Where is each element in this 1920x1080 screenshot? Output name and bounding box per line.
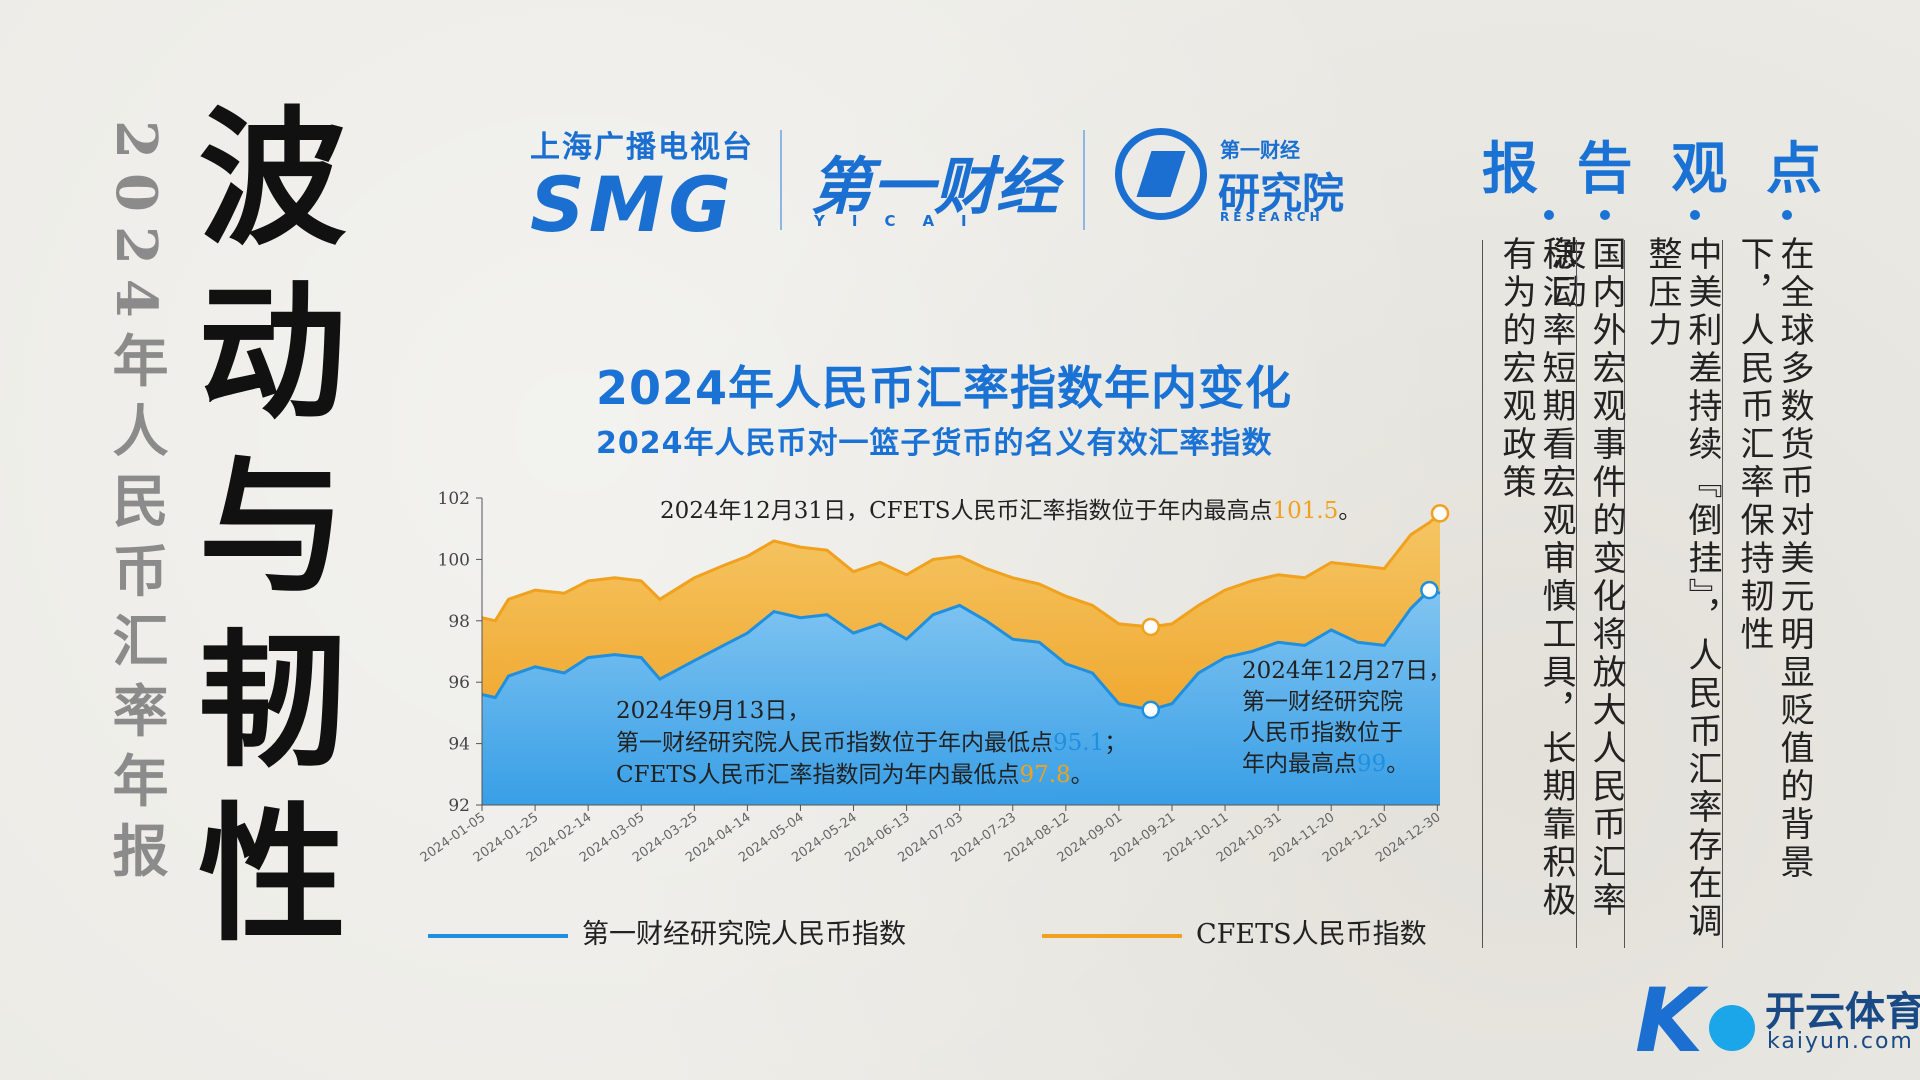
research-logo-top: 第一财经 <box>1220 138 1300 162</box>
research-logo-sub: RESEARCH <box>1220 210 1324 224</box>
annotation-line: 2024年12月27日， <box>1242 658 1451 684</box>
viewpoint-header-char: 点 <box>1765 137 1822 202</box>
logo-divider <box>1083 130 1085 230</box>
bullet-icon <box>1690 210 1700 220</box>
logo-bar: 上海广播电视台 SMG 第一财经 YICAI 第一财经 研究院 RESEARCH <box>530 122 1360 249</box>
viewpoint-item: 国内外宏观事件的变化将放大人民币汇率波动 <box>1546 236 1626 920</box>
y-tick-label: 100 <box>438 550 470 570</box>
legend-label: 第一财经研究院人民币指数 <box>582 919 906 950</box>
report-subtitle: 2024年人民币汇率年报 <box>103 120 169 892</box>
smg-logo: SMG <box>530 160 735 249</box>
area-cfets-index <box>482 513 1440 710</box>
column-divider <box>1576 240 1577 948</box>
viewpoint-header-char: 观 <box>1671 137 1728 202</box>
research-logo: 研究院 <box>1218 169 1345 218</box>
annotation-line: 年内最高点 <box>1242 751 1357 777</box>
highlight-point <box>1430 504 1450 523</box>
y-tick-label: 96 <box>448 673 470 693</box>
viewpoint-item: 稳汇率短期看宏观审慎工具，长期靠积极有为的宏观政策 <box>1496 236 1576 920</box>
chart-title: 2024年人民币汇率指数年内变化 <box>596 361 1293 415</box>
column-divider <box>1482 240 1483 948</box>
football-icon <box>1709 1005 1755 1051</box>
line-yicai-index <box>481 588 1441 712</box>
legend-item-cfets: CFETS人民币指数 <box>1042 912 1427 951</box>
viewpoint-header-char: 报 <box>1482 137 1538 202</box>
yicai-logo-sub: YICAI <box>814 212 994 230</box>
line-cfets-index <box>481 512 1441 629</box>
exchange-rate-chart: 929496981001022024-01-052024-01-252024-0… <box>418 489 1458 866</box>
annotation-year-low: 2024年9月13日， 第一财经研究院人民币指数位于年内最低点95.1； CFE… <box>616 698 1135 788</box>
y-tick-label: 94 <box>448 735 470 755</box>
annotation-line: 人民币指数位于 <box>1242 720 1403 746</box>
viewpoint-item: 中美利差持续『倒挂』，人民币汇率存在调整压力 <box>1642 236 1722 941</box>
viewpoint-header-char: 告 <box>1576 137 1633 202</box>
y-tick-label: 92 <box>448 796 470 816</box>
annotation-suffix: 。 <box>1071 762 1094 788</box>
y-tick-label: 102 <box>438 489 470 509</box>
annotation-line: 第一财经研究院 <box>1242 689 1403 715</box>
research-logo-icon <box>1115 128 1207 220</box>
y-tick-label: 98 <box>448 612 470 632</box>
annotation-value: 95.1 <box>1053 730 1104 756</box>
viewpoint-header: 报 告 观 点 <box>1482 124 1822 205</box>
annotation-value: 99 <box>1357 751 1386 777</box>
annotation-suffix: ； <box>1104 730 1127 756</box>
yicai-logo: 第一财经 <box>810 150 1059 223</box>
brand-name: 开云体育 <box>1765 989 1920 1035</box>
highlight-point <box>1141 617 1160 637</box>
logo-divider <box>780 130 782 230</box>
highlight-point <box>1420 580 1439 600</box>
annotation-year-high-yicai: 2024年12月27日， 第一财经研究院 人民币指数位于 年内最高点99。 <box>1242 658 1458 777</box>
annotation-value: 101.5 <box>1273 498 1339 524</box>
bullet-icon <box>1782 210 1792 220</box>
column-divider <box>1624 240 1625 948</box>
brand-domain: kaiyun.com <box>1767 1029 1914 1054</box>
smg-logo-caption: 上海广播电视台 <box>530 130 754 165</box>
legend-swatch <box>428 933 568 938</box>
chart-subtitle: 2024年人民币对一篮子货币的名义有效汇率指数 <box>596 426 1273 461</box>
brand-logo-icon: K <box>1635 969 1704 1072</box>
area-yicai-index <box>482 590 1440 805</box>
annotation-value: 97.8 <box>1019 762 1070 788</box>
annotation-suffix: 。 <box>1338 498 1361 524</box>
annotation-text: 2024年12月31日，CFETS人民币汇率指数位于年内最高点 <box>660 498 1273 524</box>
column-divider <box>1722 240 1723 948</box>
annotation-line: CFETS人民币汇率指数同为年内最低点 <box>616 762 1019 788</box>
bullet-icon <box>1544 210 1554 220</box>
legend-swatch <box>1042 933 1182 938</box>
report-title: 波动与韧性 <box>172 100 347 970</box>
viewpoint-item: 在全球多数货币对美元明显贬值的背景下，人民币汇率保持韧性 <box>1734 236 1814 882</box>
highlight-point <box>1141 700 1160 720</box>
annotation-year-high-cfets: 2024年12月31日，CFETS人民币汇率指数位于年内最高点101.5。 <box>660 498 1361 524</box>
legend-label: CFETS人民币指数 <box>1196 919 1427 950</box>
annotation-line: 第一财经研究院人民币指数位于年内最低点 <box>616 730 1053 756</box>
annotation-line: 2024年9月13日， <box>616 698 810 724</box>
annotation-suffix: 。 <box>1386 751 1409 777</box>
bullet-icon <box>1600 210 1610 220</box>
legend-item-yicai: 第一财经研究院人民币指数 <box>428 912 906 951</box>
